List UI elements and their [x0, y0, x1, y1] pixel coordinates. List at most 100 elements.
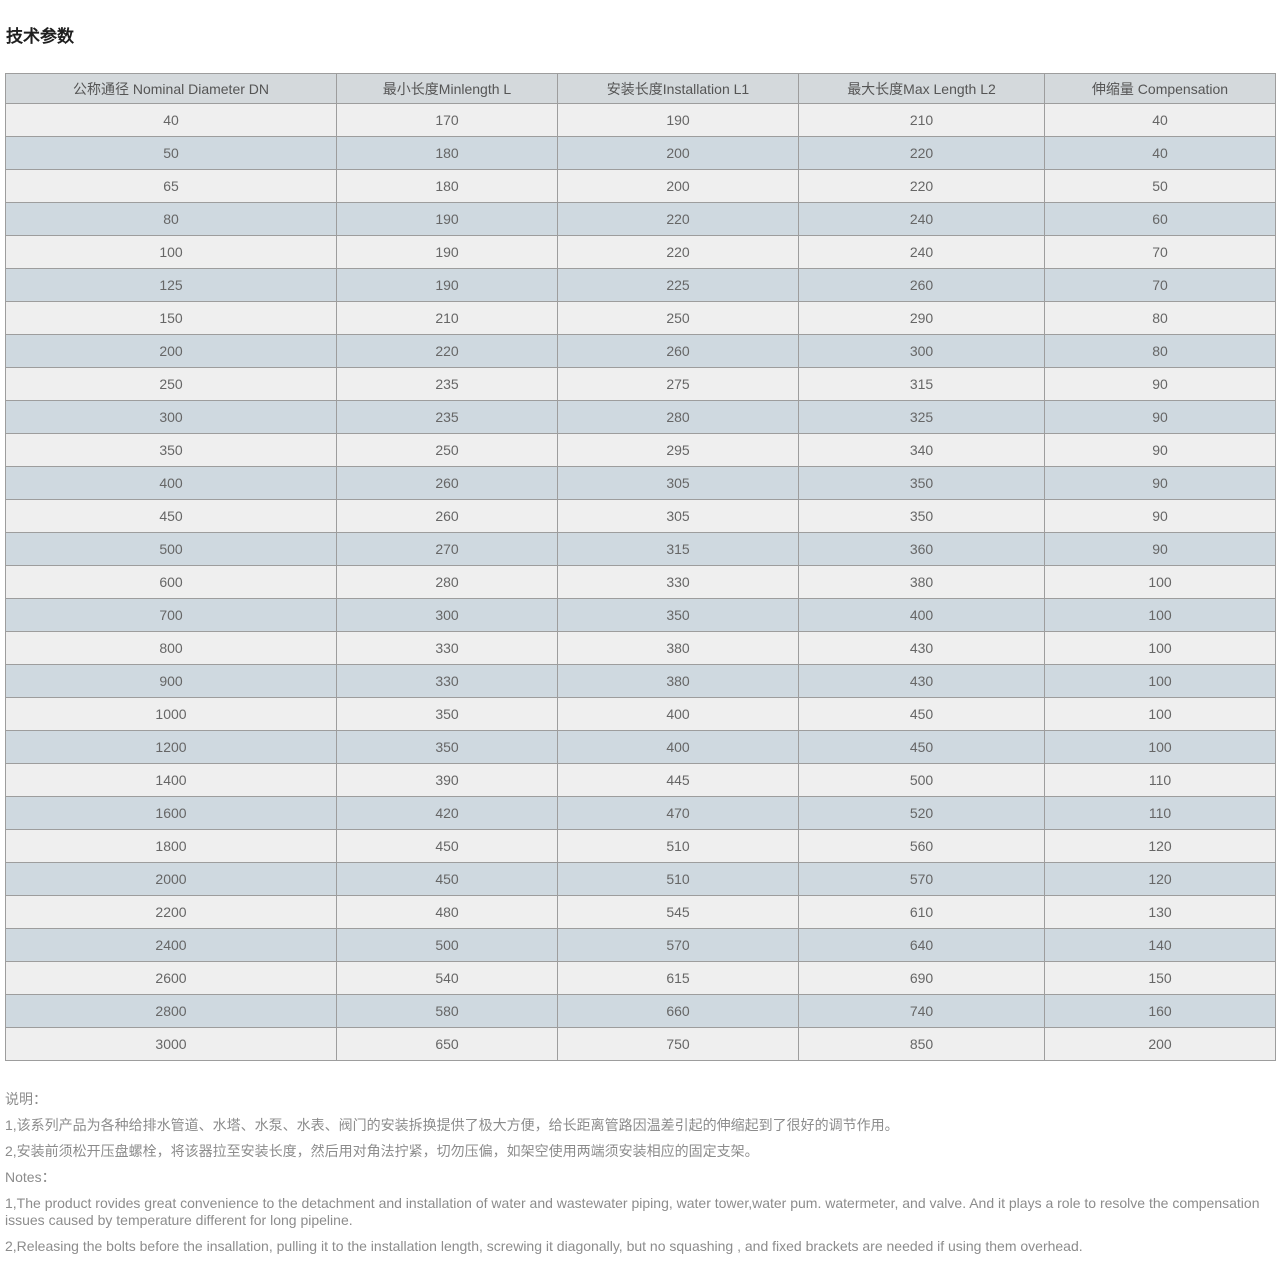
- cell: 100: [5, 235, 337, 269]
- cell: 305: [557, 499, 799, 533]
- cell: 40: [5, 103, 337, 137]
- cell: 260: [557, 334, 799, 368]
- cell: 450: [5, 499, 337, 533]
- cell: 220: [557, 235, 799, 269]
- cell: 660: [557, 994, 799, 1028]
- cell: 2600: [5, 961, 337, 995]
- cell: 60: [1044, 202, 1276, 236]
- table-row: 1200 350 400 450 100: [5, 730, 1276, 764]
- cell: 800: [5, 631, 337, 665]
- table-row: 1600 420 470 520 110: [5, 796, 1276, 830]
- cell: 240: [798, 202, 1045, 236]
- table-row: 1800 450 510 560 120: [5, 829, 1276, 863]
- cell: 545: [557, 895, 799, 929]
- cell: 295: [557, 433, 799, 467]
- cell: 100: [1044, 565, 1276, 599]
- notes-en-line-2: 2,Releasing the bolts before the insalla…: [5, 1238, 1083, 1254]
- cell: 90: [1044, 433, 1276, 467]
- column-header: 最小长度Minlength L: [336, 73, 558, 104]
- table-row: 150 210 250 290 80: [5, 301, 1276, 335]
- cell: 100: [1044, 697, 1276, 731]
- cell: 260: [798, 268, 1045, 302]
- table-row: 200 220 260 300 80: [5, 334, 1276, 368]
- cell: 1000: [5, 697, 337, 731]
- table-row: 3000 650 750 850 200: [5, 1027, 1276, 1061]
- cell: 305: [557, 466, 799, 500]
- cell: 480: [336, 895, 558, 929]
- cell: 360: [798, 532, 1045, 566]
- table-row: 300 235 280 325 90: [5, 400, 1276, 434]
- cell: 450: [336, 829, 558, 863]
- cell: 275: [557, 367, 799, 401]
- table-row: 900 330 380 430 100: [5, 664, 1276, 698]
- table-row: 100 190 220 240 70: [5, 235, 1276, 269]
- cell: 430: [798, 631, 1045, 665]
- notes-cn-title: 说明：: [5, 1091, 47, 1107]
- cell: 500: [5, 532, 337, 566]
- cell: 610: [798, 895, 1045, 929]
- cell: 100: [1044, 631, 1276, 665]
- notes-cn-line-2: 2,安装前须松开压盘螺栓，将该器拉至安装长度，然后用对角法拧紧，切勿压偏，如架空…: [5, 1143, 759, 1159]
- cell: 330: [336, 664, 558, 698]
- cell: 1600: [5, 796, 337, 830]
- cell: 100: [1044, 598, 1276, 632]
- cell: 70: [1044, 268, 1276, 302]
- cell: 280: [557, 400, 799, 434]
- table-row: 350 250 295 340 90: [5, 433, 1276, 467]
- cell: 150: [1044, 961, 1276, 995]
- table-row: 65 180 200 220 50: [5, 169, 1276, 203]
- cell: 315: [798, 367, 1045, 401]
- cell: 1200: [5, 730, 337, 764]
- cell: 400: [5, 466, 337, 500]
- cell: 340: [798, 433, 1045, 467]
- cell: 510: [557, 829, 799, 863]
- cell: 190: [557, 103, 799, 137]
- cell: 125: [5, 268, 337, 302]
- cell: 120: [1044, 829, 1276, 863]
- cell: 220: [798, 169, 1045, 203]
- cell: 315: [557, 532, 799, 566]
- cell: 140: [1044, 928, 1276, 962]
- cell: 235: [336, 367, 558, 401]
- cell: 290: [798, 301, 1045, 335]
- cell: 450: [336, 862, 558, 896]
- cell: 2800: [5, 994, 337, 1028]
- cell: 390: [336, 763, 558, 797]
- cell: 210: [798, 103, 1045, 137]
- cell: 850: [798, 1027, 1045, 1061]
- cell: 250: [557, 301, 799, 335]
- cell: 640: [798, 928, 1045, 962]
- cell: 900: [5, 664, 337, 698]
- page-title: 技术参数: [6, 27, 74, 46]
- cell: 110: [1044, 763, 1276, 797]
- cell: 600: [5, 565, 337, 599]
- cell: 100: [1044, 730, 1276, 764]
- cell: 560: [798, 829, 1045, 863]
- cell: 330: [336, 631, 558, 665]
- cell: 400: [798, 598, 1045, 632]
- cell: 80: [1044, 334, 1276, 368]
- cell: 350: [798, 466, 1045, 500]
- cell: 1400: [5, 763, 337, 797]
- cell: 380: [557, 664, 799, 698]
- cell: 450: [798, 730, 1045, 764]
- cell: 3000: [5, 1027, 337, 1061]
- cell: 540: [336, 961, 558, 995]
- cell: 210: [336, 301, 558, 335]
- cell: 90: [1044, 466, 1276, 500]
- table-row: 2000 450 510 570 120: [5, 862, 1276, 896]
- table-row: 2400 500 570 640 140: [5, 928, 1276, 962]
- cell: 300: [798, 334, 1045, 368]
- table-row: 400 260 305 350 90: [5, 466, 1276, 500]
- column-header: 伸缩量 Compensation: [1044, 73, 1276, 104]
- column-header: 安装长度Installation L1: [557, 73, 799, 104]
- cell: 220: [557, 202, 799, 236]
- cell: 400: [557, 730, 799, 764]
- cell: 500: [336, 928, 558, 962]
- cell: 470: [557, 796, 799, 830]
- table-row: 2800 580 660 740 160: [5, 994, 1276, 1028]
- cell: 615: [557, 961, 799, 995]
- cell: 90: [1044, 400, 1276, 434]
